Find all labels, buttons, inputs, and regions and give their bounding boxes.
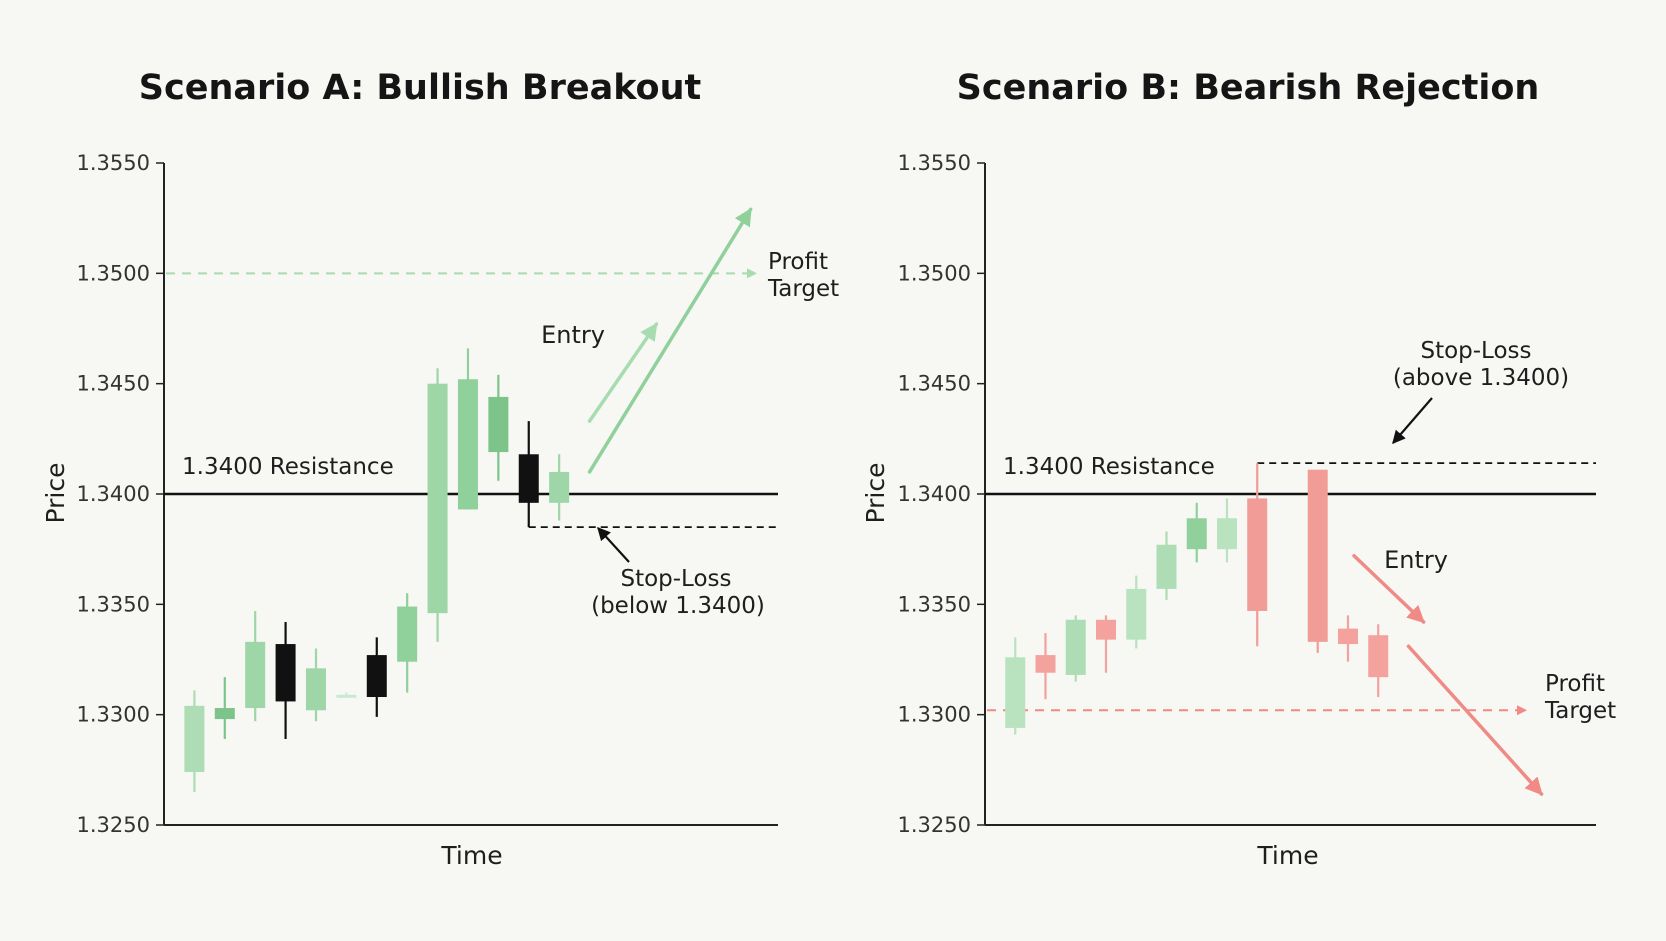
candle-body bbox=[1247, 498, 1268, 611]
y-axis-title: Price bbox=[861, 463, 890, 524]
y-tick-label: 1.3450 bbox=[898, 372, 971, 396]
profit-target-label-line1: Profit bbox=[768, 249, 828, 275]
y-tick-label: 1.3300 bbox=[77, 703, 150, 727]
candle-body bbox=[1035, 655, 1056, 673]
y-tick-label: 1.3350 bbox=[898, 592, 971, 616]
candle-body bbox=[518, 454, 539, 503]
candle-body bbox=[1368, 635, 1389, 678]
x-axis-title: Time bbox=[440, 841, 502, 870]
stop-loss-pointer-arrow bbox=[1392, 397, 1433, 444]
scenario-a-panel: Scenario A: Bullish Breakout Price Time … bbox=[41, 68, 839, 870]
entry-label: Entry bbox=[541, 321, 605, 349]
candle-body bbox=[1186, 518, 1207, 550]
candle-body bbox=[397, 606, 418, 662]
y-tick-label: 1.3550 bbox=[77, 151, 150, 175]
resistance-label: 1.3400 Resistance bbox=[182, 454, 394, 480]
y-tick-label: 1.3250 bbox=[77, 813, 150, 837]
candle-body bbox=[1005, 657, 1026, 728]
candle-body bbox=[1095, 619, 1116, 640]
candle-body bbox=[1216, 518, 1237, 550]
scenario-b-panel: Scenario B: Bearish Rejection Price Time… bbox=[861, 68, 1616, 870]
candle-body bbox=[1126, 588, 1147, 640]
stop-loss-label-line2: (above 1.3400) bbox=[1393, 365, 1569, 391]
candle-body bbox=[245, 641, 266, 709]
entry-label: Entry bbox=[1384, 546, 1448, 574]
y-tick-label: 1.3400 bbox=[898, 482, 971, 506]
trade-arrow bbox=[587, 322, 659, 423]
candle-body bbox=[549, 471, 570, 503]
chart-title: Scenario A: Bullish Breakout bbox=[139, 68, 701, 108]
stop-loss-label-line1: Stop-Loss bbox=[1420, 338, 1531, 364]
candle-body bbox=[1156, 544, 1177, 589]
y-tick-label: 1.3500 bbox=[898, 261, 971, 285]
y-tick-label: 1.3550 bbox=[898, 151, 971, 175]
trade-arrow bbox=[587, 207, 753, 474]
y-tick-label: 1.3400 bbox=[77, 482, 150, 506]
y-tick-label: 1.3250 bbox=[898, 813, 971, 837]
candle-body bbox=[1307, 469, 1328, 642]
candle-body bbox=[366, 655, 387, 698]
candle-body bbox=[336, 694, 357, 698]
stop-loss-label-line1: Stop-Loss bbox=[620, 566, 731, 592]
candle-body bbox=[427, 383, 448, 614]
candle-body bbox=[1065, 619, 1086, 675]
candle-body bbox=[457, 379, 478, 510]
chart-title: Scenario B: Bearish Rejection bbox=[957, 68, 1540, 108]
candle-body bbox=[275, 644, 296, 702]
y-tick-label: 1.3500 bbox=[77, 261, 150, 285]
candle-body bbox=[1337, 628, 1358, 645]
profit-target-label-line2: Target bbox=[1544, 698, 1616, 724]
profit-target-label-line2: Target bbox=[767, 276, 839, 302]
profit-target-label-line1: Profit bbox=[1545, 671, 1605, 697]
candle-body bbox=[214, 708, 235, 720]
stop-loss-pointer-arrow bbox=[597, 527, 630, 563]
trade-arrow bbox=[1406, 644, 1544, 796]
candle-body bbox=[305, 668, 326, 711]
resistance-label: 1.3400 Resistance bbox=[1003, 454, 1215, 480]
stop-loss-label-line2: (below 1.3400) bbox=[591, 593, 765, 619]
candle-body bbox=[184, 705, 205, 773]
x-axis-title: Time bbox=[1256, 841, 1318, 870]
y-tick-label: 1.3300 bbox=[898, 703, 971, 727]
y-tick-label: 1.3350 bbox=[77, 592, 150, 616]
y-tick-label: 1.3450 bbox=[77, 372, 150, 396]
y-axis-title: Price bbox=[41, 463, 70, 524]
trade-arrow bbox=[1352, 554, 1426, 624]
candle-body bbox=[488, 396, 509, 453]
